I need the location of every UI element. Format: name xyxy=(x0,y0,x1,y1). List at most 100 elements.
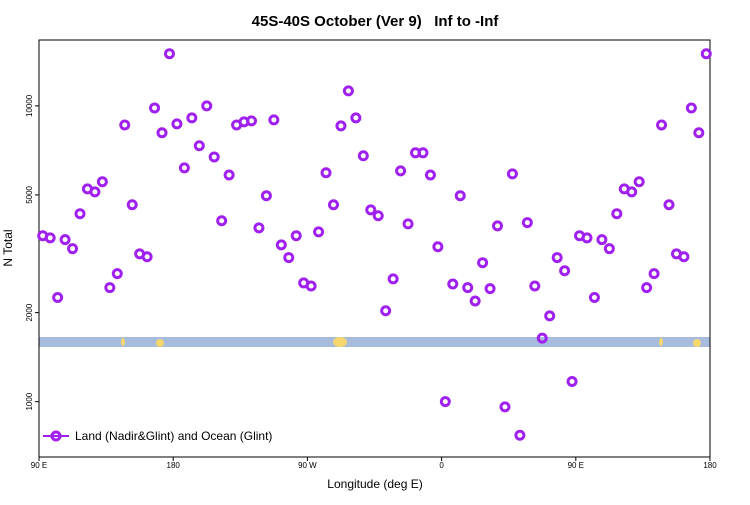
point xyxy=(432,241,444,253)
point xyxy=(641,282,653,294)
point xyxy=(163,48,175,60)
point xyxy=(462,282,474,294)
point xyxy=(395,165,407,177)
point xyxy=(275,239,287,251)
point xyxy=(216,215,228,227)
point xyxy=(469,295,481,307)
point xyxy=(417,147,429,159)
land-patch xyxy=(333,337,347,347)
point xyxy=(499,401,511,413)
point xyxy=(268,114,280,126)
point xyxy=(335,120,347,132)
x-tick-label: 90 E xyxy=(31,461,47,470)
point xyxy=(67,243,79,255)
point xyxy=(208,151,220,163)
legend-label: Land (Nadir&Glint) and Ocean (Glint) xyxy=(75,429,272,443)
y-tick-label: 2000 xyxy=(25,303,34,321)
point xyxy=(596,234,608,246)
point xyxy=(126,199,138,211)
point xyxy=(290,230,302,242)
point xyxy=(96,176,108,188)
point xyxy=(551,252,563,264)
point xyxy=(283,252,295,264)
point xyxy=(544,310,556,322)
point xyxy=(492,220,504,232)
legend-marker xyxy=(50,430,62,442)
point xyxy=(439,396,451,408)
point xyxy=(372,210,384,222)
x-tick-label: 90 E xyxy=(568,461,584,470)
x-tick-label: 0 xyxy=(439,461,444,470)
point xyxy=(245,115,257,127)
x-tick-label: 90 W xyxy=(298,461,317,470)
map-strip xyxy=(39,337,710,347)
point xyxy=(327,199,339,211)
point xyxy=(201,100,213,112)
point xyxy=(402,218,414,230)
point xyxy=(111,268,123,280)
point xyxy=(350,112,362,124)
point xyxy=(559,265,571,277)
land-patch xyxy=(693,339,701,347)
point xyxy=(193,140,205,152)
land-patch xyxy=(156,339,164,347)
point xyxy=(424,169,436,181)
point xyxy=(685,102,697,114)
point xyxy=(178,162,190,174)
point xyxy=(484,283,496,295)
point xyxy=(514,429,526,441)
point xyxy=(663,199,675,211)
point xyxy=(447,278,459,290)
point xyxy=(313,226,325,238)
y-tick-label: 1000 xyxy=(25,392,34,410)
x-tick-label: 180 xyxy=(703,461,717,470)
point xyxy=(149,102,161,114)
point xyxy=(365,204,377,216)
point xyxy=(603,243,615,255)
point xyxy=(633,176,645,188)
point xyxy=(477,257,489,269)
point xyxy=(648,268,660,280)
plot-frame xyxy=(38,39,711,458)
point xyxy=(529,280,541,292)
point xyxy=(611,208,623,220)
point xyxy=(186,112,198,124)
point xyxy=(342,85,354,97)
point xyxy=(357,150,369,162)
point xyxy=(253,222,265,234)
chart-title: 45S-40S October (Ver 9) Inf to -Inf xyxy=(252,13,500,30)
point xyxy=(74,208,86,220)
point xyxy=(536,332,548,344)
point xyxy=(156,127,168,139)
point xyxy=(223,169,235,181)
point xyxy=(44,232,56,244)
point xyxy=(387,273,399,285)
point xyxy=(89,186,101,198)
y-axis-label: N Total xyxy=(1,229,15,266)
ocean-strip xyxy=(39,337,710,347)
point xyxy=(693,127,705,139)
point xyxy=(119,119,131,131)
point xyxy=(566,375,578,387)
point xyxy=(320,167,332,179)
point xyxy=(626,186,638,198)
point xyxy=(104,282,116,294)
x-tick-label: 180 xyxy=(167,461,181,470)
x-axis-label: Longitude (deg E) xyxy=(327,477,422,491)
point xyxy=(588,291,600,303)
y-tick-label: 10000 xyxy=(25,94,34,117)
land-patch xyxy=(121,338,125,346)
point xyxy=(141,251,153,263)
point xyxy=(59,234,71,246)
point xyxy=(700,48,712,60)
point xyxy=(380,305,392,317)
point xyxy=(52,291,64,303)
point xyxy=(506,168,518,180)
land-patch xyxy=(659,338,663,346)
y-tick-label: 5000 xyxy=(25,185,34,203)
point xyxy=(305,280,317,292)
point xyxy=(260,190,272,202)
point xyxy=(581,232,593,244)
point xyxy=(678,251,690,263)
